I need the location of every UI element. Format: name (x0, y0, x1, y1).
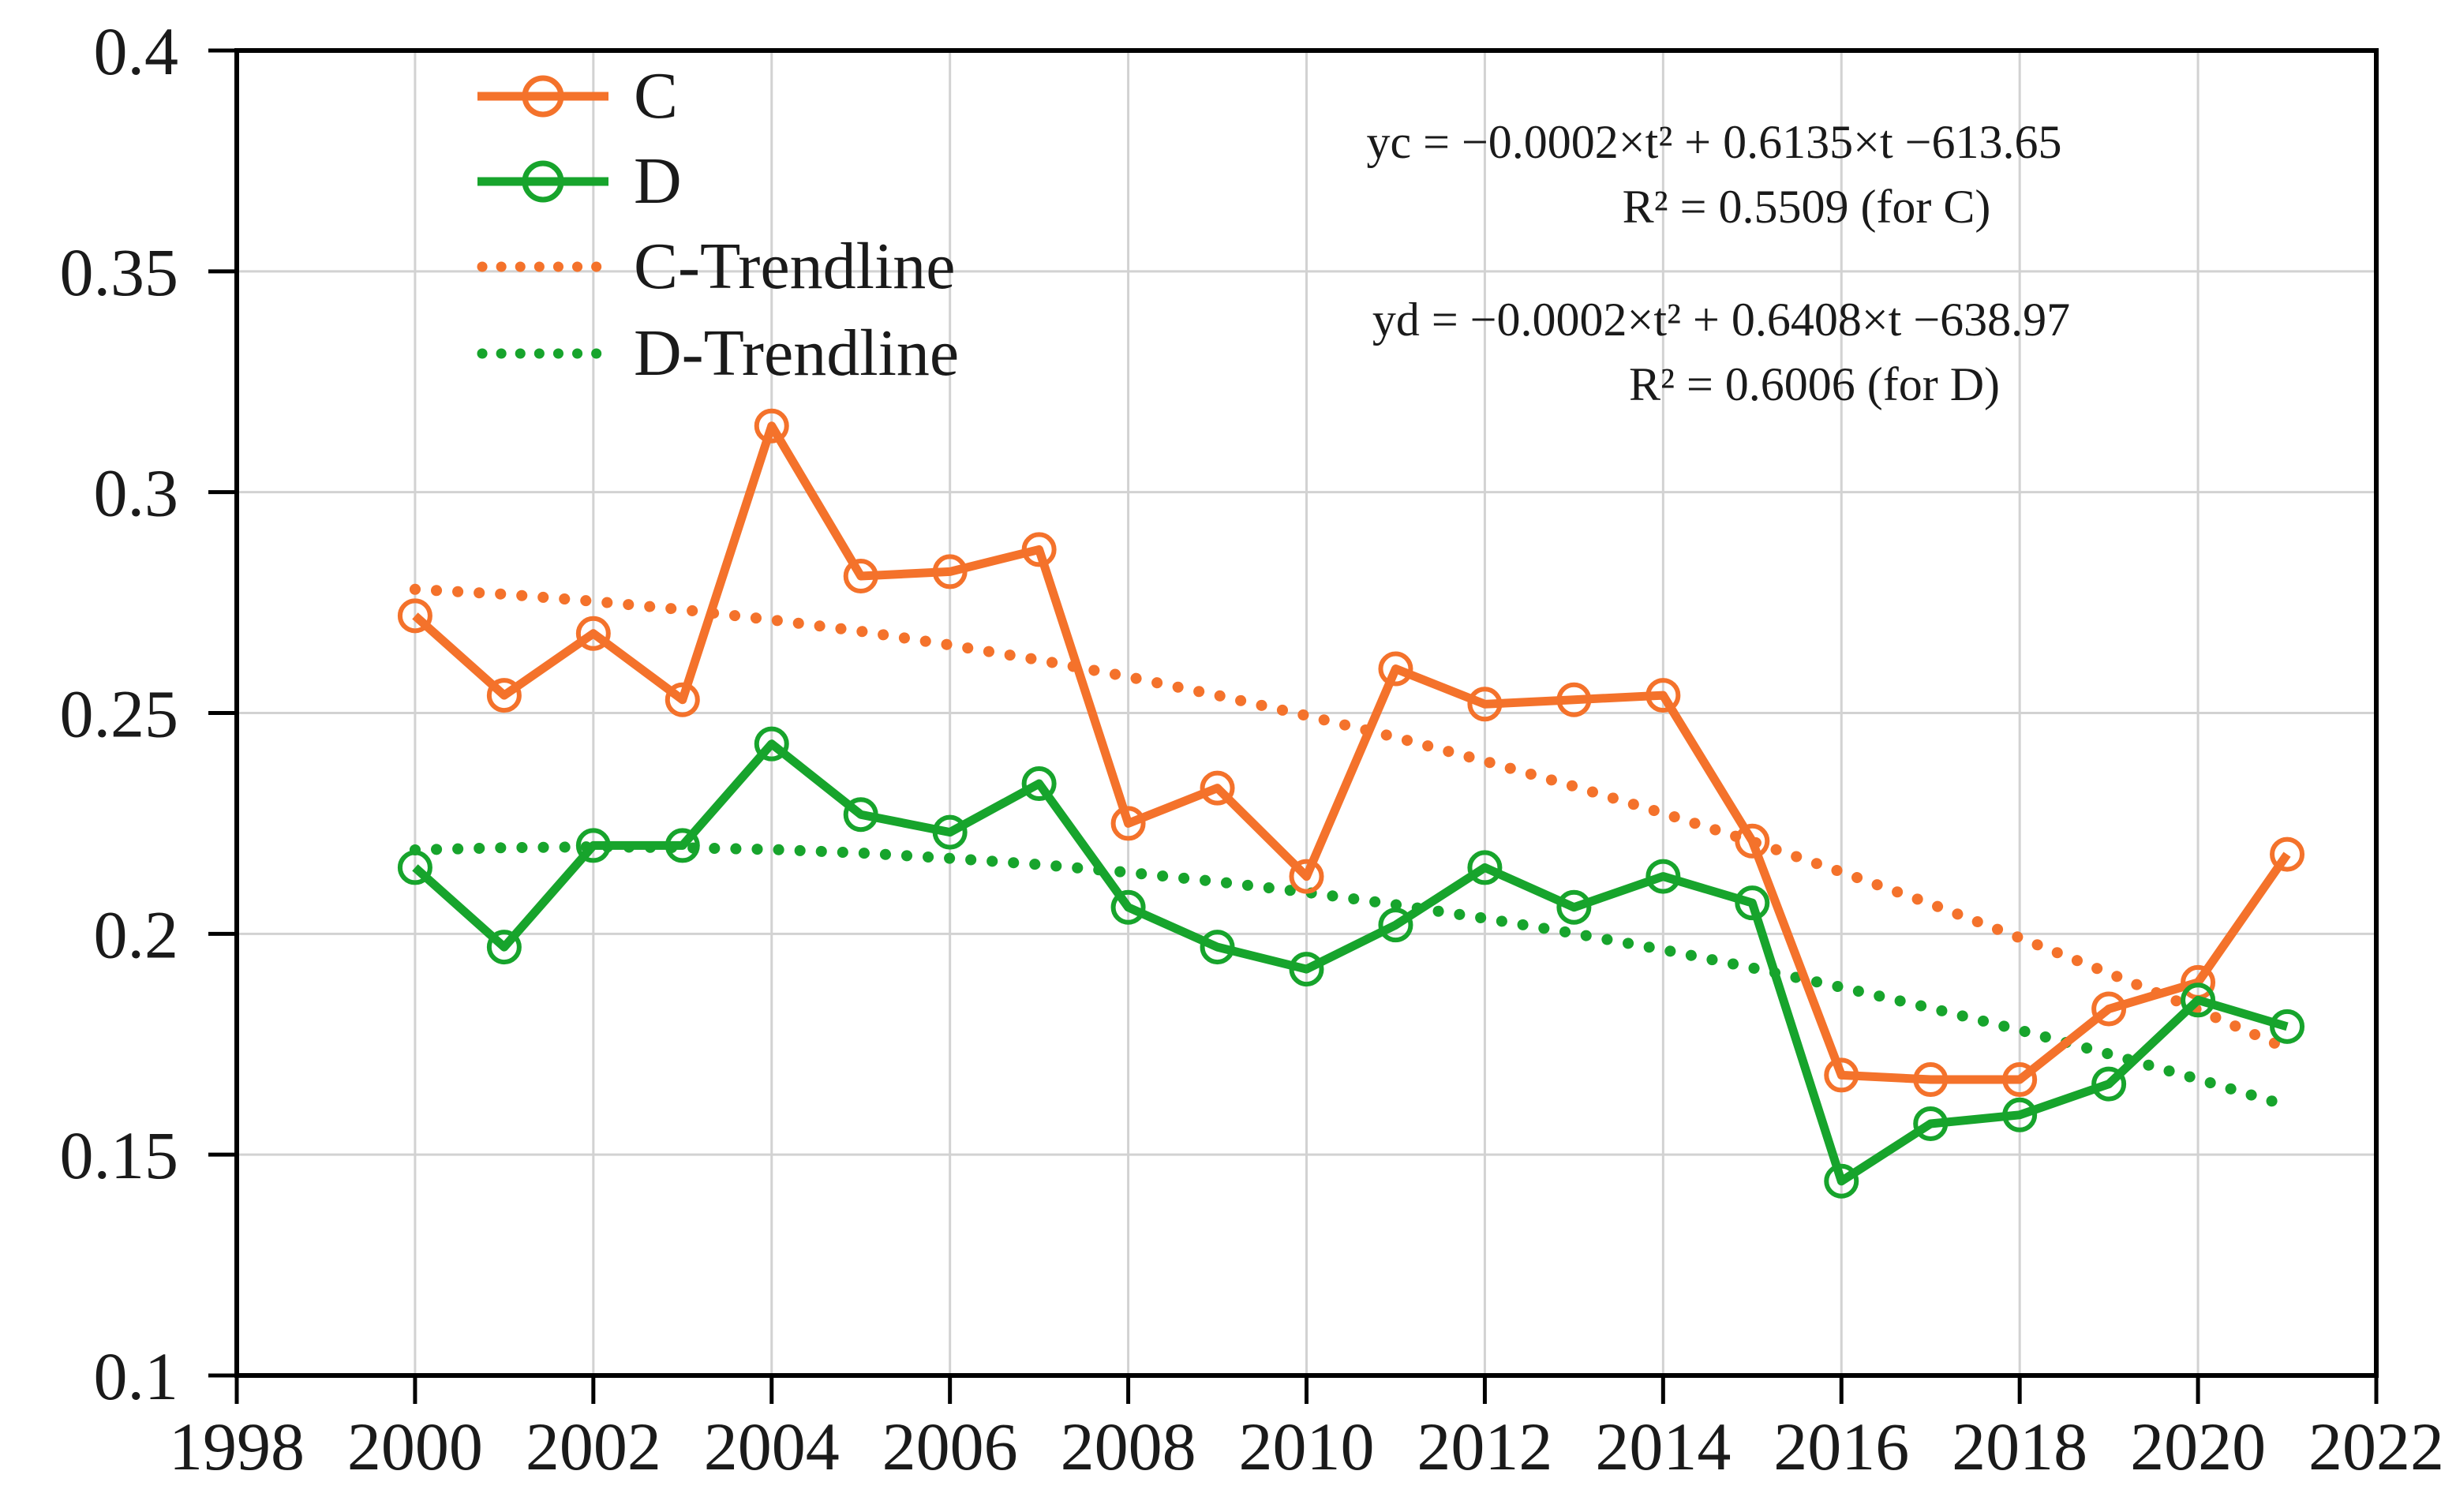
series-c-marker (2270, 836, 2305, 872)
series-c-marker (1824, 1057, 1859, 1093)
x-tick-label: 2014 (1595, 1409, 1731, 1484)
series-d-marker (1913, 1106, 1949, 1141)
series-d-marker (1289, 952, 1324, 987)
r-squared-c: R² = 0.5509 (for C) (1622, 181, 1991, 233)
series-d-marker (1735, 885, 1770, 921)
series-d-line (412, 739, 2289, 1186)
x-tick-label: 2000 (347, 1409, 483, 1484)
series-d-marker (575, 828, 611, 863)
x-tick-label: 2022 (2308, 1409, 2444, 1484)
series-c-marker (1289, 859, 1324, 894)
series-c-marker (665, 682, 700, 717)
series-c-marker (486, 678, 522, 713)
x-tick-label: 2020 (2130, 1409, 2266, 1484)
y-tick-label: 0.1 (94, 1338, 179, 1414)
series-c-marker (1200, 770, 1235, 806)
r-squared-d: R² = 0.6006 (for D) (1628, 358, 2001, 410)
series-c-marker (1378, 651, 1413, 687)
y-tick-label: 0.4 (94, 13, 179, 89)
x-tick-label: 2002 (526, 1409, 661, 1484)
series-d-marker (2181, 982, 2216, 1018)
series-c-line (412, 421, 2291, 1084)
series-d-marker (397, 850, 432, 885)
series-d-marker (1645, 859, 1681, 894)
series-c-marker (1735, 823, 1770, 859)
series-d-marker (1378, 908, 1413, 943)
series-c-marker (1467, 687, 1503, 722)
series-c-marker (754, 408, 789, 443)
x-tick-label: 2010 (1239, 1409, 1375, 1484)
series-c-marker (2002, 1062, 2038, 1098)
y-tick-label: 0.15 (60, 1117, 179, 1193)
series-d-marker (932, 814, 968, 850)
x-tick-label: 2012 (1417, 1409, 1552, 1484)
x-tick-label: 2016 (1773, 1409, 1909, 1484)
plot-frame (234, 48, 2379, 1378)
series-d-marker (1467, 850, 1503, 885)
series-d-marker (754, 726, 789, 762)
series-d-marker (486, 930, 522, 965)
x-tick-label: 1998 (169, 1409, 305, 1484)
series-d-marker (2002, 1097, 2038, 1132)
series-d-marker (843, 797, 878, 833)
x-tick-label: 2008 (1061, 1409, 1196, 1484)
series-d-marker (1824, 1163, 1859, 1199)
series-c-marker (1645, 678, 1681, 713)
c-trendline-path (409, 583, 2293, 1054)
equation-c: yc = −0.0002×t² + 0.6135×t −613.65 (1366, 116, 2062, 168)
series-d-marker (665, 828, 700, 863)
x-tick-label: 2018 (1952, 1409, 2087, 1484)
series-d-marker (1556, 889, 1592, 925)
series-d-marker (1110, 889, 1146, 925)
equation-d: yd = −0.0002×t² + 0.6408×t −638.97 (1372, 294, 2071, 346)
series-c-marker (1021, 532, 1057, 567)
y-tick-label: 0.35 (60, 234, 179, 310)
y-tick-label: 0.3 (94, 455, 179, 531)
series-c-marker (575, 616, 611, 651)
d-trendline-path (409, 841, 2293, 1112)
x-tick-label: 2006 (882, 1409, 1018, 1484)
y-tick-label: 0.25 (60, 676, 179, 752)
y-tick-label: 0.2 (94, 896, 179, 972)
series-c-marker (843, 559, 878, 594)
series-d-marker (2091, 1066, 2127, 1102)
series-c-marker (1556, 682, 1592, 717)
x-tick-label: 2004 (704, 1409, 840, 1484)
series-c-marker (932, 554, 968, 589)
series-c-marker (1913, 1062, 1949, 1098)
series-c-marker (1110, 806, 1146, 841)
series-d-marker (1021, 766, 1057, 802)
series-c-marker (2091, 991, 2127, 1027)
series-d-marker (2270, 1009, 2305, 1044)
series-d-marker (1200, 930, 1235, 965)
series-c-marker (397, 598, 432, 634)
